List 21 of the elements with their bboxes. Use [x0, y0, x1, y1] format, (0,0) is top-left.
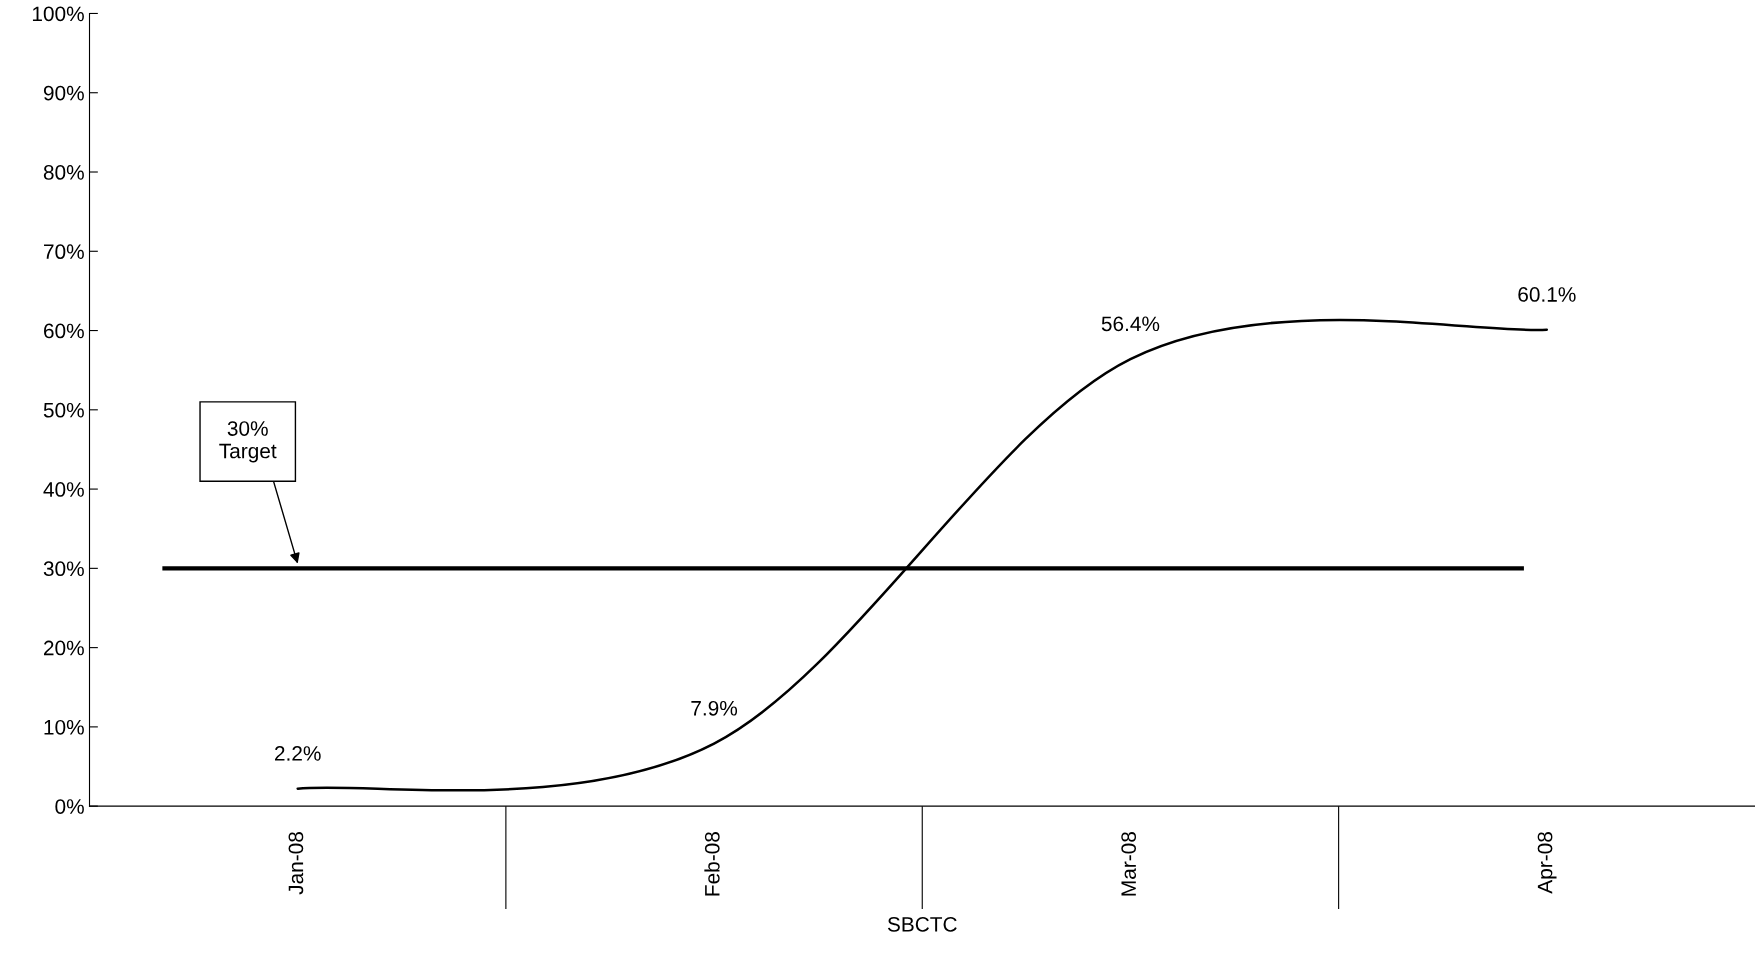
y-tick-label: 20% — [44, 640, 84, 656]
data-label: 7.9% — [691, 700, 738, 716]
y-tick-label: 0% — [55, 799, 84, 814]
y-tick-label: 10% — [44, 719, 84, 735]
y-tick-label: 40% — [43, 482, 84, 497]
data-label: 60.1% — [1518, 287, 1576, 302]
data-label: 2.2% — [275, 746, 321, 761]
x-tick-label: Apr-08 — [1537, 832, 1557, 894]
y-tick-label: 90% — [43, 85, 84, 101]
y-tick-label: 60% — [44, 323, 84, 339]
x-tick-label: Jan-08 — [288, 832, 304, 895]
y-tick-label: 80% — [43, 165, 84, 180]
y-tick-label: 70% — [44, 244, 84, 260]
data-label: 56.4% — [1101, 316, 1160, 332]
x-tick-label: Mar-08 — [1121, 832, 1137, 896]
x-tick-label: Feb-08 — [704, 832, 720, 896]
y-tick-label: 50% — [43, 402, 84, 418]
x-axis-title: SBCTC — [887, 916, 957, 932]
y-tick-label: 100% — [32, 6, 84, 22]
y-tick-label: 30% — [43, 561, 84, 577]
ref-line-label: 30% Target — [219, 421, 277, 463]
